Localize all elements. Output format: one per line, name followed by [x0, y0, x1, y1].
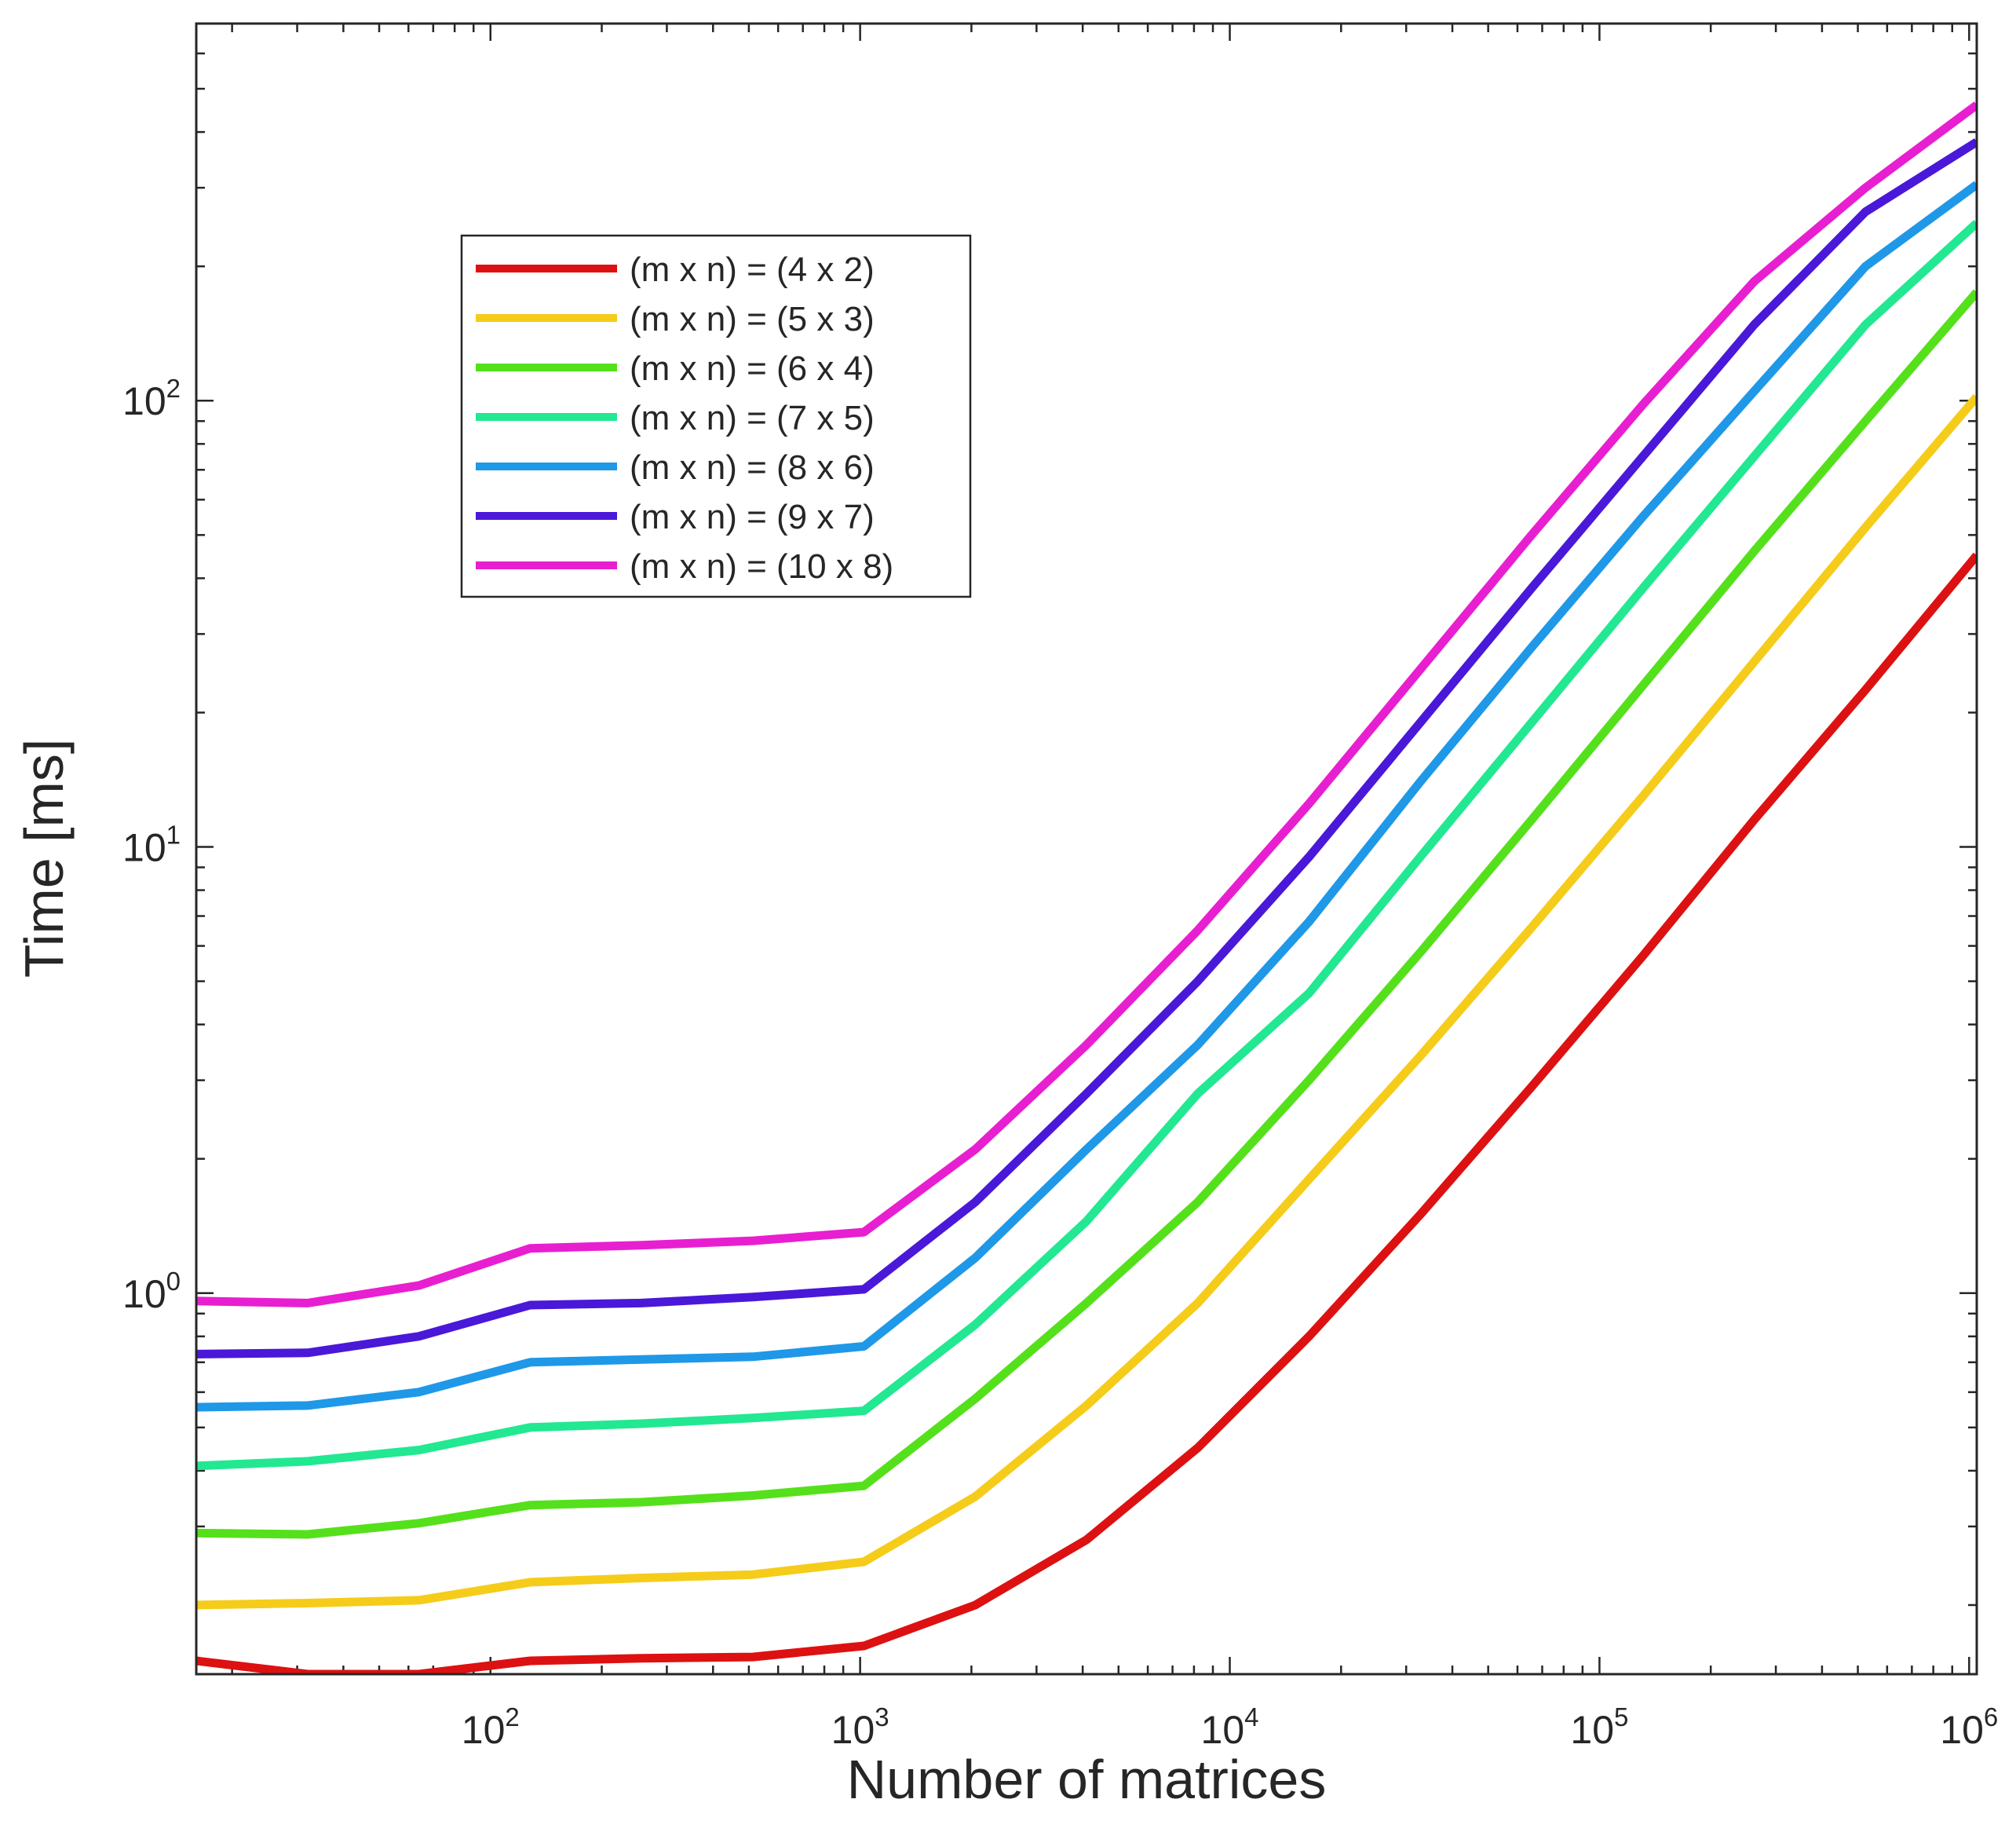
- x-tick-label: 102: [462, 1702, 520, 1752]
- y-tick-label: 102: [122, 374, 181, 423]
- x-tick-label: 103: [831, 1702, 889, 1752]
- tick-labels: 102 103 104 105 106 100 101 102: [122, 374, 1998, 1752]
- x-tick-label: 104: [1201, 1702, 1259, 1752]
- series-line-5: [196, 181, 1977, 1412]
- legend-label: (m x n) = (7 x 5): [630, 399, 875, 437]
- series-line-1: [196, 552, 1977, 1674]
- series-line-6: [196, 138, 1977, 1358]
- x-tick-label: 105: [1570, 1702, 1628, 1752]
- y-axis-label: Time [ms]: [13, 739, 75, 978]
- series-line-7: [196, 101, 1977, 1307]
- y-tick-label: 101: [122, 821, 181, 870]
- legend-label: (m x n) = (4 x 2): [630, 250, 875, 289]
- series-line-2: [196, 393, 1977, 1610]
- series-line-4: [196, 220, 1977, 1471]
- x-tick-label: 106: [1940, 1702, 1998, 1752]
- legend-label: (m x n) = (10 x 8): [630, 547, 893, 586]
- legend: (m x n) = (4 x 2) (m x n) = (5 x 3) (m x n…: [460, 234, 972, 598]
- plot-frame: [195, 22, 1978, 1676]
- legend-label: (m x n) = (5 x 3): [630, 300, 875, 338]
- series-line-3: [196, 289, 1977, 1539]
- y-tick-label: 100: [122, 1267, 181, 1316]
- series-lines: [196, 101, 1977, 1674]
- legend-label: (m x n) = (8 x 6): [630, 448, 875, 487]
- x-axis-label: Number of matrices: [847, 1749, 1327, 1810]
- legend-label: (m x n) = (9 x 7): [630, 498, 875, 536]
- legend-label: (m x n) = (6 x 4): [630, 349, 875, 388]
